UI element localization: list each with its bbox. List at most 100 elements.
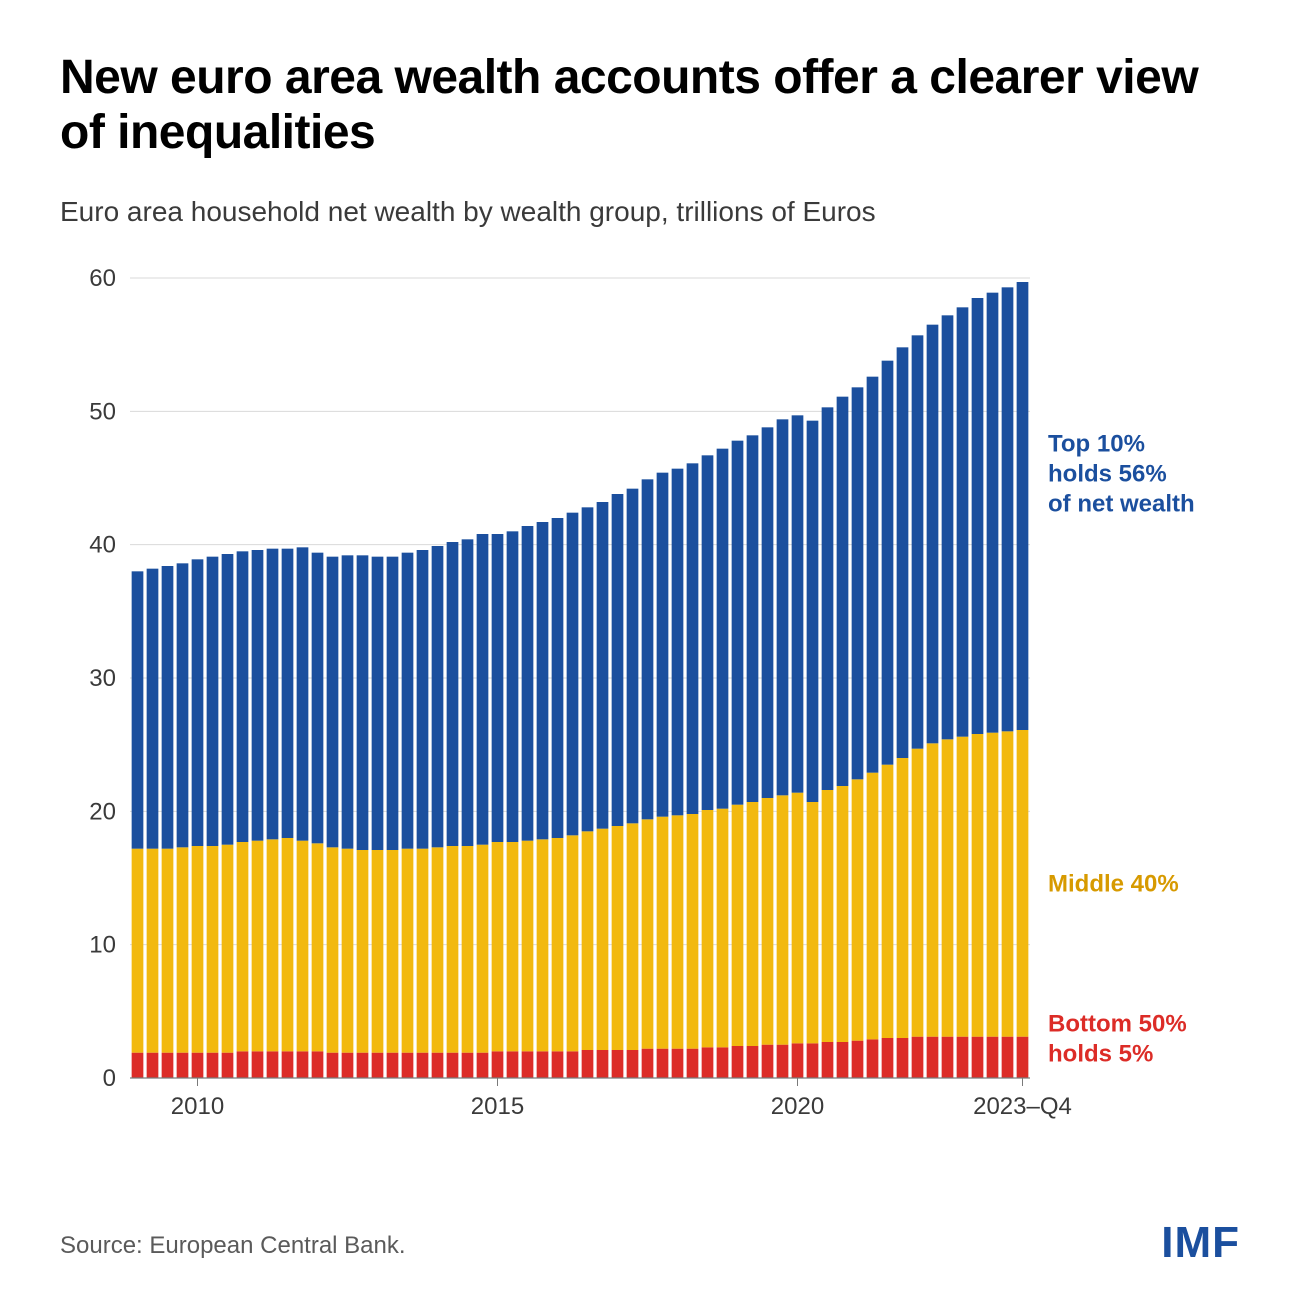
bar-segment-middle40 (852, 780, 864, 1041)
bar-segment-middle40 (627, 824, 639, 1051)
bar-segment-top10 (912, 336, 924, 749)
bar-segment-middle40 (747, 802, 759, 1046)
bar-segment-bottom50 (867, 1040, 879, 1079)
bar-segment-middle40 (132, 849, 144, 1053)
bar-segment-middle40 (897, 758, 909, 1038)
bar-segment-top10 (1017, 282, 1029, 730)
bar-segment-middle40 (282, 838, 294, 1051)
legend-label-top10: of net wealth (1048, 491, 1195, 518)
bar-segment-middle40 (672, 816, 684, 1049)
bar-segment-middle40 (522, 841, 534, 1052)
bar-segment-bottom50 (1017, 1037, 1029, 1078)
bar-segment-middle40 (762, 798, 774, 1045)
bar-segment-top10 (447, 542, 459, 846)
bar-segment-middle40 (342, 849, 354, 1053)
bar-segment-bottom50 (312, 1052, 324, 1079)
bar-segment-top10 (297, 548, 309, 841)
bar-segment-bottom50 (792, 1044, 804, 1079)
legend-label-bottom50: holds 5% (1048, 1041, 1153, 1068)
bar-segment-bottom50 (852, 1041, 864, 1078)
bar-segment-bottom50 (237, 1052, 249, 1079)
chart-container: 01020304050602010201520202023–Q4Top 10%h… (60, 268, 1240, 1138)
bar-segment-top10 (537, 522, 549, 839)
bar-segment-middle40 (717, 809, 729, 1048)
bar-segment-middle40 (1002, 732, 1014, 1037)
bar-segment-middle40 (882, 765, 894, 1038)
bar-segment-bottom50 (477, 1053, 489, 1078)
bar-segment-bottom50 (582, 1050, 594, 1078)
bar-segment-top10 (402, 553, 414, 849)
bar-segment-top10 (867, 377, 879, 773)
bar-segment-bottom50 (537, 1052, 549, 1079)
bar-segment-middle40 (237, 842, 249, 1051)
bar-segment-middle40 (642, 820, 654, 1049)
bar-segment-middle40 (447, 846, 459, 1053)
bar-segment-top10 (612, 494, 624, 826)
bar-segment-bottom50 (987, 1037, 999, 1078)
bar-segment-bottom50 (882, 1038, 894, 1078)
bar-segment-middle40 (537, 840, 549, 1052)
bar-segment-top10 (972, 298, 984, 734)
bar-segment-bottom50 (372, 1053, 384, 1078)
bar-segment-middle40 (267, 840, 279, 1052)
bar-segment-bottom50 (342, 1053, 354, 1078)
bar-segment-top10 (162, 566, 174, 849)
bar-segment-bottom50 (1002, 1037, 1014, 1078)
bar-segment-bottom50 (267, 1052, 279, 1079)
bar-segment-middle40 (927, 744, 939, 1037)
bar-segment-middle40 (462, 846, 474, 1053)
bar-segment-top10 (237, 552, 249, 843)
bar-segment-top10 (132, 572, 144, 849)
bar-segment-top10 (432, 546, 444, 847)
bar-segment-top10 (462, 540, 474, 847)
chart-subtitle: Euro area household net wealth by wealth… (60, 196, 1240, 228)
legend-label-top10: Top 10% (1048, 431, 1145, 458)
bar-segment-middle40 (942, 740, 954, 1037)
bar-segment-top10 (372, 557, 384, 850)
bar-segment-middle40 (252, 841, 264, 1052)
bar-segment-top10 (477, 534, 489, 845)
bar-segment-top10 (567, 513, 579, 836)
bar-segment-top10 (642, 480, 654, 820)
source-text: Source: European Central Bank. (60, 1232, 406, 1260)
bar-segment-middle40 (417, 849, 429, 1053)
bar-segment-middle40 (807, 802, 819, 1043)
bar-segment-top10 (852, 388, 864, 780)
bar-segment-bottom50 (147, 1053, 159, 1078)
bar-segment-bottom50 (552, 1052, 564, 1079)
bar-segment-top10 (357, 556, 369, 851)
bar-segment-bottom50 (522, 1052, 534, 1079)
bar-segment-bottom50 (732, 1046, 744, 1078)
bar-segment-bottom50 (927, 1037, 939, 1078)
bar-segment-bottom50 (417, 1053, 429, 1078)
bar-segment-top10 (522, 526, 534, 841)
bar-segment-top10 (807, 421, 819, 802)
bar-segment-bottom50 (297, 1052, 309, 1079)
bar-segment-top10 (657, 473, 669, 817)
bar-segment-bottom50 (942, 1037, 954, 1078)
x-tick-label: 2015 (471, 1093, 524, 1120)
chart-title: New euro area wealth accounts offer a cl… (60, 50, 1240, 160)
bar-segment-middle40 (567, 836, 579, 1052)
y-tick-label: 40 (89, 532, 116, 559)
bar-segment-middle40 (507, 842, 519, 1051)
bar-segment-bottom50 (807, 1044, 819, 1079)
bar-segment-bottom50 (387, 1053, 399, 1078)
bar-segment-top10 (777, 420, 789, 796)
bar-segment-top10 (672, 469, 684, 816)
bar-segment-middle40 (327, 848, 339, 1053)
bar-segment-middle40 (777, 796, 789, 1045)
bar-segment-bottom50 (912, 1037, 924, 1078)
bar-segment-top10 (987, 293, 999, 733)
bar-segment-middle40 (987, 733, 999, 1037)
bar-segment-middle40 (612, 826, 624, 1050)
bar-segment-bottom50 (432, 1053, 444, 1078)
bar-segment-middle40 (312, 844, 324, 1052)
bar-segment-middle40 (822, 790, 834, 1042)
bar-segment-middle40 (687, 814, 699, 1049)
legend-label-middle40: Middle 40% (1048, 871, 1179, 898)
bar-segment-bottom50 (897, 1038, 909, 1078)
bar-segment-middle40 (1017, 730, 1029, 1037)
bar-segment-bottom50 (657, 1049, 669, 1078)
bar-segment-bottom50 (777, 1045, 789, 1078)
